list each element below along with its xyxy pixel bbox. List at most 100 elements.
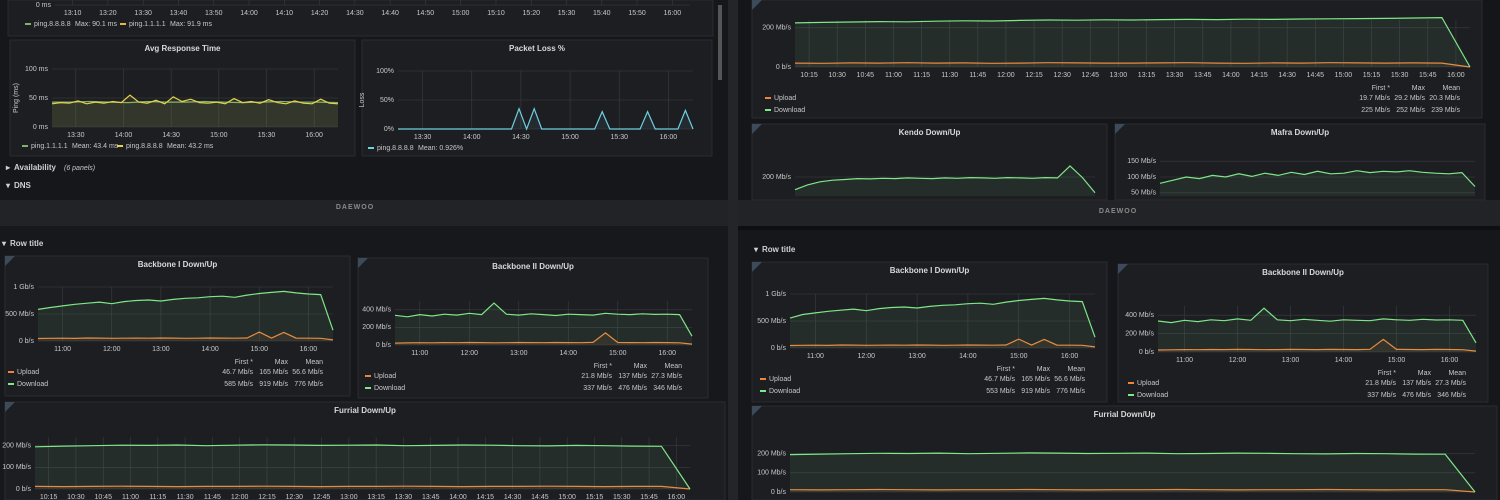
x-tick-label: 13:00: [1110, 72, 1128, 79]
series-area: [1160, 170, 1475, 196]
x-tick-label: 16:00: [1441, 357, 1459, 364]
y-tick-label: 200 Mb/s: [2, 443, 31, 450]
x-tick-label: 15:00: [558, 494, 576, 500]
y-tick-label: 200 Mb/s: [762, 174, 791, 181]
x-tick-label: 13:00: [510, 350, 528, 357]
x-tick-label: 14:00: [559, 350, 577, 357]
y-tick-label: 1 Gb/s: [765, 291, 786, 298]
legend-stat: Mean: 0.926%: [418, 145, 463, 152]
x-tick-label: 13:40: [170, 10, 188, 17]
series-line: [1159, 170, 1476, 187]
x-tick-label: 14:30: [512, 134, 530, 141]
x-tick-label: 13:15: [1138, 72, 1156, 79]
series-line: [394, 302, 693, 337]
legend-stat: 776 Mb/s: [294, 381, 323, 388]
x-tick-label: 15:20: [522, 10, 540, 17]
x-tick-label: 11:00: [54, 346, 71, 353]
legend-header: Max: [634, 363, 648, 370]
legend-swatch: [760, 390, 766, 392]
legend-swatch: [760, 378, 766, 380]
x-tick-label: 10:15: [40, 494, 58, 500]
series-area: [52, 95, 338, 127]
x-tick-label: 14:00: [115, 132, 133, 139]
legend-stat: 29.2 Mb/s: [1394, 95, 1425, 102]
x-tick-label: 16:00: [660, 134, 678, 141]
x-tick-label: 14:10: [276, 10, 294, 17]
x-tick-label: 14:30: [346, 10, 364, 17]
y-tick-label: 0 b/s: [16, 486, 32, 493]
x-tick-label: 13:00: [1282, 357, 1300, 364]
legend-label: Upload: [769, 376, 791, 383]
series-line: [37, 290, 334, 331]
legend-label: Download: [17, 381, 48, 388]
x-tick-label: 13:00: [908, 353, 926, 360]
legend-swatch: [1128, 394, 1134, 396]
x-tick-label: 16:00: [1447, 72, 1465, 79]
x-tick-label: 14:00: [463, 134, 481, 141]
legend-swatch: [25, 23, 31, 25]
y-tick-label: 0 b/s: [776, 64, 792, 71]
y-tick-label: 100 Mb/s: [757, 470, 786, 477]
legend-stat: 225 Mb/s: [1361, 107, 1390, 114]
legend-label: ping.1.1.1.1: [31, 143, 68, 150]
legend-stat: 21.8 Mb/s: [581, 373, 612, 380]
panel-title: Furrial Down/Up: [1094, 410, 1156, 419]
y-tick-label: 500 Mb/s: [757, 318, 786, 325]
x-tick-label: 15:50: [628, 10, 646, 17]
row-chevron: ▾: [5, 181, 11, 190]
x-tick-label: 16:00: [664, 10, 682, 17]
x-tick-label: 12:00: [460, 350, 478, 357]
series-line: [34, 444, 691, 490]
row-header[interactable]: DNS: [14, 181, 32, 190]
x-tick-label: 12:15: [258, 494, 276, 500]
row-chevron: ▸: [5, 163, 11, 172]
legend-stat: Max: 91.9 ms: [170, 21, 213, 28]
legend-stat: 337 Mb/s: [583, 385, 612, 392]
bezel: [0, 200, 1500, 226]
x-tick-label: 15:00: [1010, 353, 1028, 360]
y-tick-label: 0 b/s: [376, 342, 392, 349]
series-line: [394, 332, 693, 345]
y-tick-label: 0 b/s: [771, 345, 787, 352]
y-tick-label: 100%: [376, 68, 394, 75]
row-header[interactable]: Availability: [14, 163, 56, 172]
legend-header: Max: [275, 359, 289, 366]
x-tick-label: 15:00: [1335, 72, 1353, 79]
x-tick-label: 15:00: [452, 10, 470, 17]
legend-stat: 46.7 Mb/s: [984, 376, 1015, 383]
x-tick-label: 11:30: [941, 72, 958, 79]
y-tick-label: 0 ms: [33, 124, 49, 131]
x-tick-label: 14:00: [449, 494, 467, 500]
legend-label: Upload: [774, 95, 796, 102]
x-tick-label: 15:10: [487, 10, 505, 17]
series-line: [398, 106, 694, 131]
legend-stat: 919 Mb/s: [259, 381, 288, 388]
panel: [1117, 263, 1489, 403]
x-tick-label: 14:15: [477, 494, 495, 500]
series-line: [789, 297, 1096, 338]
panel-title: Backbone II Down/Up: [492, 262, 574, 271]
legend-swatch: [365, 375, 371, 377]
row-header[interactable]: Row title: [10, 239, 44, 248]
panel-corner: [752, 262, 762, 272]
y-tick-label: 100 Mb/s: [2, 464, 31, 471]
x-tick-label: 15:15: [1363, 72, 1381, 79]
x-tick-label: 13:30: [1166, 72, 1184, 79]
brand: DAEWOO: [336, 204, 374, 211]
panel-corner: [5, 402, 15, 412]
x-tick-label: 16:00: [668, 494, 686, 500]
legend-stat: 19.7 Mb/s: [1359, 95, 1390, 102]
legend-stat: 46.7 Mb/s: [222, 369, 253, 376]
legend-stat: 27.3 Mb/s: [1435, 380, 1466, 387]
row-header[interactable]: Row title: [762, 245, 796, 254]
panel: [357, 257, 709, 399]
x-tick-label: 16:00: [300, 346, 318, 353]
panel-corner: [358, 258, 368, 268]
legend-stat: 56.6 Mb/s: [1054, 376, 1085, 383]
y-tick-label: 100 ms: [25, 66, 48, 73]
legend-label: ping.8.8.8.8: [126, 143, 163, 150]
panel-corner: [1118, 264, 1128, 274]
legend-stat: 346 Mb/s: [1437, 392, 1466, 399]
x-tick-label: 15:30: [1391, 72, 1409, 79]
